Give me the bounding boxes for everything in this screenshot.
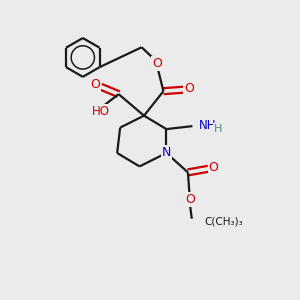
Text: O: O xyxy=(184,82,194,95)
Text: NH: NH xyxy=(199,119,216,132)
Text: O: O xyxy=(209,161,218,174)
Text: C(CH₃)₃: C(CH₃)₃ xyxy=(204,216,243,226)
Text: O: O xyxy=(185,193,195,206)
Text: HO: HO xyxy=(92,105,110,118)
Text: O: O xyxy=(90,78,100,92)
Text: O: O xyxy=(152,57,162,70)
Text: H: H xyxy=(214,124,223,134)
Text: N: N xyxy=(162,146,171,160)
